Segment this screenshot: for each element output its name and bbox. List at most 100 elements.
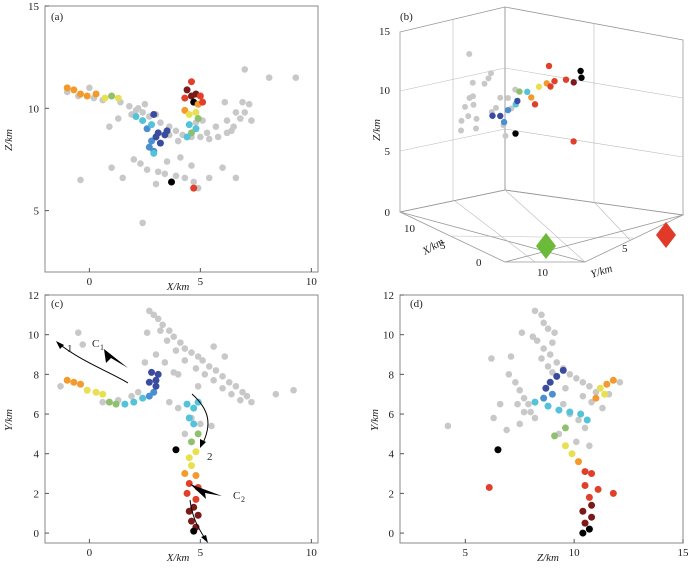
event-point-red	[570, 138, 577, 145]
event-point-grey	[566, 371, 574, 378]
event-point-grey	[174, 371, 182, 378]
event-point-red	[192, 495, 200, 503]
event-point-dark	[546, 378, 554, 386]
event-point-grey	[212, 123, 220, 131]
event-point-cyan	[130, 398, 138, 406]
panel-c-xlabel: X/km	[166, 552, 190, 564]
panel-c-points	[57, 307, 297, 535]
panel-b-grid	[399, 20, 684, 263]
event-point-grey	[485, 75, 492, 82]
event-point-red	[547, 83, 554, 90]
event-point-grey	[214, 133, 222, 141]
arrow-c1	[104, 349, 128, 368]
event-point-grey	[57, 382, 64, 390]
event-point-darkred	[570, 79, 577, 86]
event-point-grey	[470, 101, 477, 108]
event-point-grey	[205, 363, 213, 370]
event-point-darkred	[187, 517, 195, 525]
event-point-cyan	[544, 402, 552, 410]
event-point-grey	[493, 104, 499, 111]
event-point-cyan	[190, 420, 198, 428]
event-point-dark	[148, 368, 156, 376]
event-point-grey	[79, 341, 87, 348]
panel-b-grid-line	[451, 235, 634, 239]
panel-b-ztick: 10	[379, 85, 391, 97]
event-point-mid	[548, 390, 556, 398]
event-point-grey	[465, 113, 472, 120]
event-point-grey	[490, 414, 497, 422]
event-point-grey	[181, 174, 189, 182]
event-point-grey	[549, 369, 556, 376]
event-point-cyan	[150, 149, 158, 157]
event-point-darkred	[588, 513, 596, 521]
event-point-grey	[130, 156, 138, 163]
event-point-cyan	[524, 88, 531, 96]
event-point-grey	[208, 422, 215, 430]
event-point-dark	[559, 366, 567, 374]
event-point-dark	[152, 133, 160, 141]
event-point-dark	[489, 112, 496, 119]
event-point-grey	[462, 103, 468, 110]
panel-a-label: (a)	[51, 11, 64, 23]
event-point-grey	[579, 392, 587, 400]
event-point-dark	[156, 139, 164, 147]
panel-a: (a) X/km Z/km 0 5 10 5 10 15	[3, 1, 319, 293]
event-point-grey	[516, 386, 524, 394]
arrow-c2	[190, 484, 222, 499]
event-point-grey	[514, 400, 521, 408]
event-point-black	[585, 525, 593, 533]
event-point-grey	[505, 371, 513, 378]
event-point-darkred	[183, 86, 191, 94]
panel-a-frame	[44, 5, 319, 273]
event-point-dark	[542, 384, 550, 392]
event-point-grey	[161, 170, 169, 178]
event-point-grey	[161, 359, 169, 366]
event-point-mid	[500, 118, 508, 126]
event-point-grey	[157, 119, 164, 126]
event-point-black	[494, 446, 502, 454]
y-tick-label: 10	[383, 330, 395, 342]
arrow-1	[57, 342, 129, 384]
event-point-grey	[225, 378, 233, 386]
event-point-red	[551, 77, 558, 85]
event-point-red	[185, 479, 193, 487]
panel-d: (d) Z/km Y/km 5 10 15 0 2 4 6 8 10 12	[369, 290, 689, 564]
event-point-orange	[575, 458, 583, 466]
y-tick-label: 2	[34, 488, 40, 500]
event-point-grey	[134, 388, 142, 396]
event-point-yellow	[601, 390, 609, 398]
event-point-cyan	[185, 414, 193, 422]
panel-a-xlabel: X/km	[166, 281, 190, 293]
event-point-grey	[232, 109, 240, 116]
x-tick-label: 0	[87, 276, 93, 288]
event-point-grey	[177, 154, 184, 161]
y-tick-label: 2	[389, 488, 395, 500]
event-point-grey	[520, 394, 528, 402]
event-point-grey	[139, 109, 146, 116]
event-point-grey	[119, 174, 126, 182]
event-point-grey	[466, 94, 473, 101]
event-point-cyan	[531, 398, 539, 406]
y-tick-label: 8	[389, 369, 395, 381]
event-point-grey	[188, 162, 195, 169]
event-point-grey	[210, 377, 217, 384]
event-point-green	[561, 424, 569, 432]
event-point-grey	[592, 388, 600, 396]
arrow-2-head	[200, 439, 206, 448]
y-tick-label: 4	[34, 449, 40, 461]
panel-d-xlabel: Z/km	[537, 552, 559, 564]
event-point-red	[199, 98, 207, 106]
event-point-grey	[143, 166, 151, 173]
event-point-yellow	[192, 108, 200, 116]
event-point-grey	[562, 384, 569, 392]
event-point-cyan	[194, 398, 202, 406]
event-point-grey	[126, 102, 133, 110]
panel-b-ztick: 5	[385, 146, 391, 158]
panel-d-ticks: 5 10 15 0 2 4 6 8 10 12	[383, 290, 689, 559]
event-point-grey	[154, 315, 162, 323]
event-point-grey	[205, 135, 213, 143]
event-point-yellow	[187, 462, 195, 470]
panel-b-ztick: 0	[385, 207, 391, 219]
panel-c: (c) X/km Y/km 0 5 10 0 2 4 6 8 10 12 1 C 1 2 C 2	[3, 290, 319, 564]
